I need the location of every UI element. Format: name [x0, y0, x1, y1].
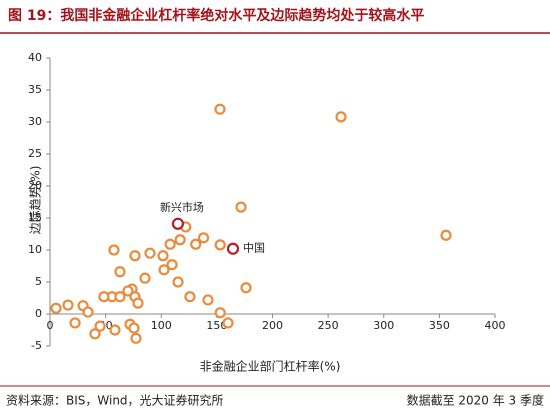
- point: [132, 297, 144, 309]
- x-tick-label: 300: [373, 319, 394, 332]
- point: [235, 201, 247, 213]
- point: [222, 317, 234, 329]
- point: [214, 239, 226, 251]
- y-tick-label: 20: [28, 179, 42, 192]
- point: [129, 250, 141, 262]
- point: [190, 238, 202, 250]
- point: [184, 291, 196, 303]
- point: [139, 272, 151, 284]
- y-tick-label: 5: [35, 275, 42, 288]
- highlight-point: [226, 242, 240, 255]
- note: 数据截至 2020 年 3 季度: [407, 393, 544, 408]
- point: [114, 291, 126, 303]
- x-tick-label: 200: [262, 319, 283, 332]
- point: [62, 299, 74, 311]
- annotation: 中国: [243, 242, 265, 255]
- chart-title: 图 19：我国非金融企业杠杆率绝对水平及边际趋势均处于较高水平: [8, 7, 424, 24]
- point: [89, 328, 101, 340]
- y-tick-label: 30: [28, 115, 42, 128]
- y-tick-label: 15: [28, 211, 42, 224]
- y-tick-label: 25: [28, 147, 42, 160]
- point: [144, 247, 156, 259]
- point: [108, 244, 120, 256]
- point: [214, 307, 226, 319]
- point: [164, 238, 176, 250]
- point: [240, 282, 252, 294]
- y-tick-label: 35: [28, 83, 42, 96]
- x-tick-label: 100: [151, 319, 172, 332]
- y-axis-title: 边际趋势(%): [29, 166, 43, 235]
- x-tick-label: 250: [318, 319, 339, 332]
- point: [202, 294, 214, 306]
- highlight-point: [171, 217, 185, 230]
- x-tick-label: 150: [206, 319, 227, 332]
- point: [94, 320, 106, 332]
- point: [174, 234, 186, 246]
- point: [197, 232, 210, 244]
- point: [69, 317, 81, 329]
- point: [158, 264, 170, 276]
- y-tick-label: 0: [35, 307, 42, 320]
- point: [109, 324, 121, 336]
- y-tick-label: -5: [31, 339, 42, 352]
- annotation: 新兴市场: [160, 200, 204, 214]
- point: [157, 250, 169, 262]
- x-tick-label: 350: [429, 319, 450, 332]
- point: [166, 259, 178, 271]
- x-tick-label: 0: [47, 319, 54, 332]
- point: [172, 276, 184, 288]
- point: [98, 291, 110, 303]
- point: [128, 322, 140, 334]
- point: [114, 266, 126, 278]
- point: [440, 229, 452, 241]
- y-tick-label: 10: [28, 243, 42, 256]
- source: 资料来源：BIS，Wind，光大证券研究所: [6, 393, 224, 408]
- point: [214, 103, 226, 115]
- point: [50, 302, 62, 314]
- y-tick-label: 40: [28, 51, 42, 64]
- point: [82, 306, 94, 318]
- point: [335, 111, 347, 123]
- x-axis-title: 非金融企业部门杠杆率(%): [200, 359, 341, 374]
- point: [130, 332, 142, 344]
- point: [122, 285, 134, 297]
- x-tick-label: 400: [485, 319, 506, 332]
